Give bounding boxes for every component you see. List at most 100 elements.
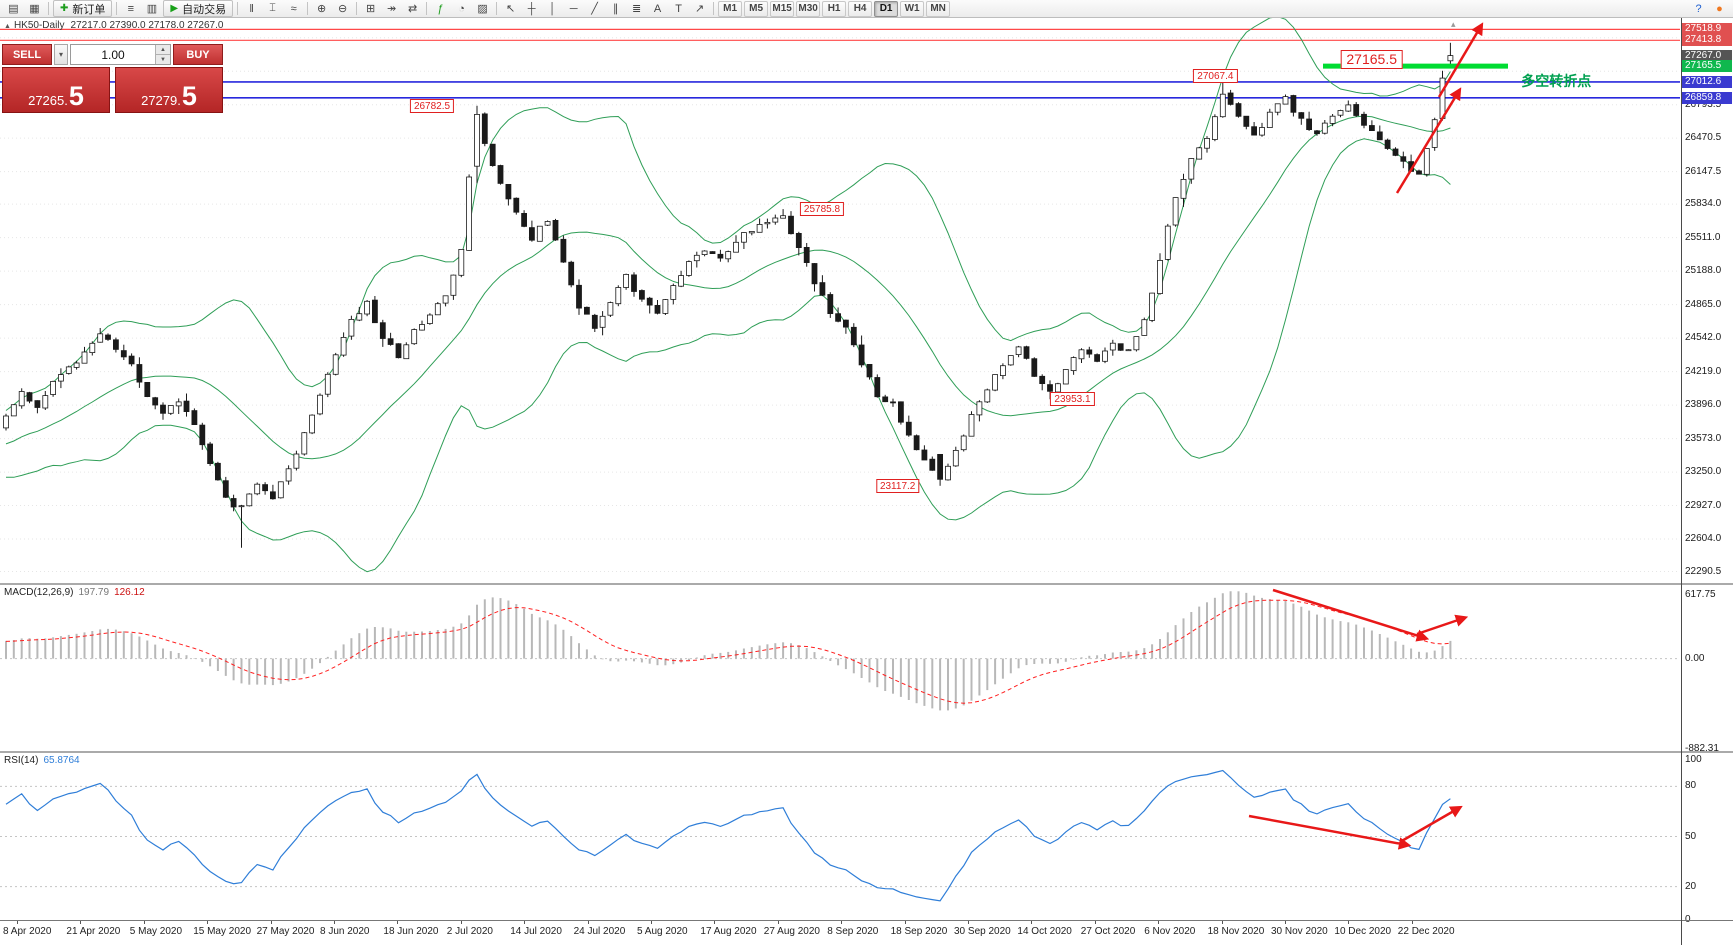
periods-icon[interactable]: ◔: [458, 2, 465, 15]
trendline-icon[interactable]: ╱: [591, 3, 598, 15]
time-axis-tick: [1031, 920, 1033, 924]
zoom-in-icon[interactable]: ⊕: [316, 3, 327, 15]
help-icon[interactable]: ?: [1695, 2, 1702, 15]
candlestick-mode-icon[interactable]: ⌶: [269, 2, 276, 14]
vertical-line-icon[interactable]: │: [549, 2, 557, 15]
indicators-icon[interactable]: ƒ: [437, 2, 444, 15]
volume-spinner: ▲ ▼: [155, 45, 170, 64]
price-axis-label: 25511.0: [1685, 231, 1721, 243]
buy-button[interactable]: BUY: [173, 44, 223, 65]
rsi-axis-label: 50: [1685, 830, 1697, 842]
market-watch-icon[interactable]: ≡: [127, 2, 135, 15]
timeframe-h1-button[interactable]: H1: [822, 0, 847, 17]
time-axis-tick: [651, 920, 652, 924]
trend-arrows-main: [1395, 22, 1484, 194]
text-icon[interactable]: A: [653, 2, 662, 15]
fibonacci-icon[interactable]: ≣: [631, 3, 642, 15]
auto-scroll-icon[interactable]: ↠: [386, 3, 397, 15]
tile-windows-icon[interactable]: ⊞: [365, 3, 376, 15]
time-axis-tick: [1094, 920, 1096, 924]
sell-price-button[interactable]: 27265. 5: [2, 67, 110, 113]
time-axis[interactable]: 8 Apr 2020 21 Apr 2020 5 May 2020 15 May 20…: [0, 920, 1681, 945]
timeframe-h4-button[interactable]: H4: [848, 0, 873, 17]
timeframe-mn-button[interactable]: MN: [926, 0, 951, 17]
arrows-tool-icon[interactable]: ↗: [694, 3, 705, 15]
time-axis-tick: [777, 920, 779, 924]
price-axis-label: 23573.0: [1685, 432, 1722, 444]
new-chart-icon[interactable]: ▤: [8, 3, 19, 15]
volume-increase-button[interactable]: ▲: [156, 45, 170, 55]
price-axis-label: 25188.0: [1685, 265, 1722, 277]
zoom-out-icon[interactable]: ⊖: [337, 3, 348, 15]
timeframe-m1-button[interactable]: M1: [718, 0, 743, 17]
time-axis-label: 27 May 2020: [256, 926, 315, 937]
toolbar-separator: [356, 2, 358, 15]
time-axis-tick: [714, 920, 716, 924]
horizontal-level-lines: [0, 28, 1680, 99]
rsi-indicator-header: RSI(14) 65.8764: [4, 755, 80, 766]
one-click-collapse-icon[interactable]: ▲: [4, 23, 11, 30]
macd-panel-separator[interactable]: [0, 583, 1733, 585]
price-axis-label: 24865.0: [1685, 298, 1722, 310]
trend-arrows-macd: [1272, 588, 1469, 642]
timeframe-m30-button[interactable]: M30: [796, 0, 821, 17]
price-tag: 27518.9: [1682, 23, 1732, 36]
macd-main-value: 197.79: [78, 587, 110, 598]
toolbar-separator: [307, 2, 309, 15]
channel-icon[interactable]: ∥: [612, 3, 619, 15]
order-type-dropdown[interactable]: ▾: [54, 44, 68, 65]
price-tag: 26859.8: [1682, 91, 1732, 104]
sell-button[interactable]: SELL: [2, 44, 52, 65]
bar-chart-mode-icon[interactable]: ‖: [249, 2, 254, 15]
rsi-axis-label: 0: [1685, 914, 1691, 926]
timeframe-m5-button[interactable]: M5: [744, 0, 769, 17]
price-axis-label: 23250.0: [1685, 466, 1722, 478]
templates-icon[interactable]: ▨: [477, 3, 488, 15]
time-axis-tick: [524, 920, 526, 924]
symbol-ohlc-quote: 27217.0 27390.0 27178.0 27267.0: [70, 20, 224, 31]
symbol-name: HK50-Daily: [13, 20, 65, 31]
buy-price-button[interactable]: 27279. 5: [115, 67, 223, 113]
volume-input[interactable]: [71, 45, 155, 64]
time-axis-border: [0, 920, 1733, 921]
timeframe-m15-button[interactable]: M15: [770, 0, 795, 17]
price-axis-label: 23896.0: [1685, 399, 1722, 411]
crosshair-icon[interactable]: ┼: [527, 2, 536, 15]
time-axis-tick: [587, 920, 589, 924]
rsi-axis-label: 20: [1685, 880, 1697, 892]
time-axis-tick: [460, 920, 462, 924]
line-chart-mode-icon[interactable]: ≈: [290, 2, 297, 15]
notifications-icon[interactable]: ●: [1716, 2, 1723, 15]
volume-decrease-button[interactable]: ▼: [156, 55, 170, 64]
price-axis-label: 24542.0: [1685, 332, 1722, 344]
chart-profiles-icon[interactable]: ▦: [29, 3, 40, 15]
timeframe-w1-button[interactable]: W1: [900, 0, 925, 17]
toolbar-separator: [237, 2, 239, 15]
time-axis-label: 6 Nov 2020: [1144, 926, 1196, 937]
macd-signal-line: [5, 599, 1451, 704]
auto-trading-button[interactable]: ▶ 自动交易: [163, 0, 234, 17]
price-axis-label: 26793.5: [1685, 98, 1722, 110]
navigator-icon[interactable]: ▥: [146, 3, 158, 15]
macd-indicator-header: MACD(12,26,9) 197.79 126.12: [4, 587, 145, 598]
new-order-button-icon: ✚: [60, 3, 69, 14]
price-axis[interactable]: 26793.5 26470.5 26147.5 25834.0 25511.0 25188…: [1682, 18, 1733, 945]
time-axis-label: 22 Dec 2020: [1397, 926, 1455, 937]
price-tag: 27012.6: [1682, 75, 1732, 88]
new-order-button[interactable]: ✚ 新订单: [53, 0, 113, 17]
horizontal-line-icon[interactable]: ─: [569, 2, 578, 15]
price-axis-label: 26147.5: [1685, 165, 1722, 177]
macd-axis-label: 0.00: [1685, 652, 1705, 664]
timeframe-d1-button[interactable]: D1: [874, 0, 899, 17]
price-tag: 27413.8: [1682, 34, 1732, 47]
price-axis-label: 22927.0: [1685, 499, 1722, 511]
cursor-icon[interactable]: ↖: [505, 3, 516, 15]
label-icon[interactable]: T: [675, 2, 682, 15]
price-axis-border: [1681, 18, 1682, 945]
macd-axis-label: 617.75: [1685, 589, 1716, 601]
rsi-panel-separator[interactable]: [0, 751, 1733, 753]
time-axis-tick: [904, 920, 906, 924]
chart-shift-icon[interactable]: ⇄: [407, 3, 418, 15]
